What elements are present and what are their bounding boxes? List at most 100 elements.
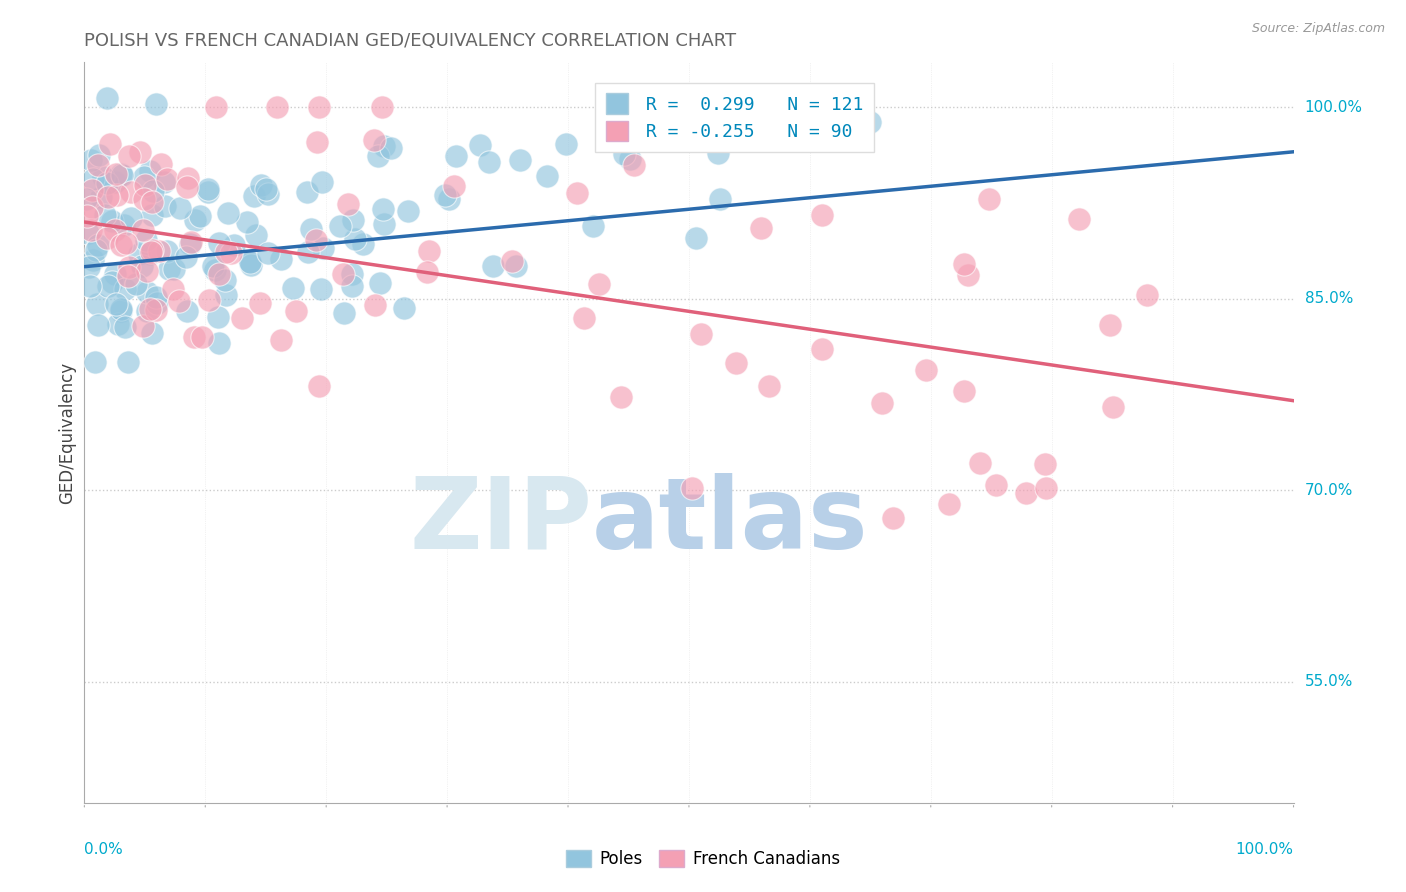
Point [297,244,319,259]
Point [501,253,523,268]
Point [1069,211,1091,226]
Point [118,260,141,274]
Point [758,379,780,393]
Point [76,209,98,223]
Point [309,282,332,296]
Point [340,267,363,281]
Point [145,303,167,318]
Point [146,295,169,310]
Point [690,326,713,341]
Point [82,172,104,186]
Point [107,317,129,331]
Point [134,170,156,185]
Point [153,199,176,213]
Point [342,212,364,227]
Point [574,310,596,325]
Point [231,311,253,326]
Point [245,227,267,242]
Point [977,193,1000,207]
Point [135,304,157,318]
Point [97,279,120,293]
Point [434,187,457,202]
Point [373,202,395,216]
Point [681,481,703,495]
Point [367,149,389,163]
Point [257,246,280,260]
Point [956,268,979,283]
Point [91,169,114,184]
Point [77,260,100,274]
Point [915,363,938,377]
Point [969,456,991,470]
Point [104,223,127,237]
Point [308,100,330,114]
Point [77,226,100,240]
Point [623,158,645,172]
Legend:  R =  0.299   N = 121,  R = -0.255   N = 90: R = 0.299 N = 121, R = -0.255 N = 90 [595,83,875,153]
Point [180,235,202,250]
Point [219,245,242,260]
Point [105,187,128,202]
Point [105,297,128,311]
Point [332,267,354,281]
Point [121,211,143,225]
Point [142,184,165,198]
Point [396,204,419,219]
Point [370,100,392,114]
Point [368,276,391,290]
Point [938,497,960,511]
Point [364,298,387,312]
Point [141,208,163,222]
Point [283,281,305,295]
Point [156,244,179,258]
Point [86,297,108,311]
Point [114,282,136,296]
Text: 85.0%: 85.0% [1305,291,1353,306]
Point [75,192,97,206]
Point [509,153,531,168]
Point [115,235,138,250]
Point [215,288,238,302]
Point [98,136,121,151]
Point [363,133,385,147]
Point [118,149,141,163]
Point [295,185,318,199]
Point [177,170,200,185]
Point [285,304,308,318]
Point [613,147,636,161]
Point [308,378,330,392]
Point [373,138,395,153]
Point [1101,400,1123,414]
Legend: Poles, French Canadians: Poles, French Canadians [560,843,846,875]
Point [139,247,162,261]
Point [1014,486,1036,500]
Point [153,175,176,189]
Point [207,235,229,250]
Point [1098,318,1121,332]
Point [94,208,117,222]
Point [204,263,226,277]
Point [724,356,747,370]
Point [311,175,333,189]
Point [110,302,132,317]
Point [183,329,205,343]
Point [446,149,468,163]
Point [87,238,110,252]
Text: ZIP: ZIP [409,473,592,570]
Y-axis label: GED/Equivalency: GED/Equivalency [58,361,76,504]
Point [84,355,107,369]
Text: Source: ZipAtlas.com: Source: ZipAtlas.com [1251,22,1385,36]
Point [117,355,139,369]
Point [443,178,465,193]
Point [148,244,170,258]
Point [565,186,588,201]
Point [333,306,356,320]
Point [1033,457,1056,471]
Point [96,177,118,191]
Point [336,197,359,211]
Point [685,231,707,245]
Point [110,238,132,252]
Point [986,477,1008,491]
Point [100,276,122,290]
Point [709,192,731,206]
